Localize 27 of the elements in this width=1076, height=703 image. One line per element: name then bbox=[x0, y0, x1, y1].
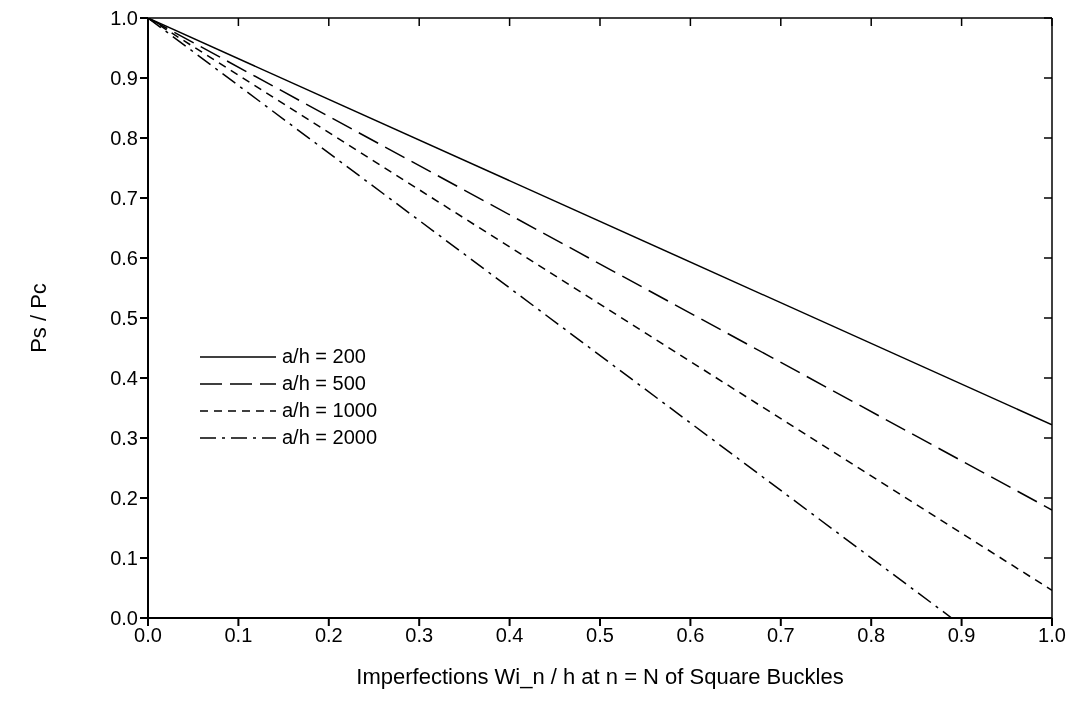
x-tick-label: 0.7 bbox=[766, 624, 795, 647]
x-tick-label: 0.0 bbox=[134, 624, 162, 647]
x-tick-label: 0.2 bbox=[314, 624, 343, 647]
x-tick-label: 0.1 bbox=[224, 624, 253, 647]
x-tick-label: 1.0 bbox=[1038, 624, 1066, 647]
y-tick-label: 0.5 bbox=[110, 307, 138, 330]
y-axis-title: Ps / Pc bbox=[25, 283, 51, 353]
legend-label: a/h = 1000 bbox=[282, 399, 378, 422]
x-tick-label: 0.5 bbox=[586, 624, 614, 647]
y-tick-label: 0.3 bbox=[110, 427, 138, 450]
y-tick-label: 1.0 bbox=[110, 7, 138, 30]
y-tick-label: 0.1 bbox=[110, 547, 138, 570]
legend-label: a/h = 200 bbox=[282, 345, 366, 368]
y-tick-label: 0.7 bbox=[110, 187, 138, 210]
y-tick-label: 0.4 bbox=[110, 367, 138, 390]
y-tick-label: 0.9 bbox=[110, 67, 138, 90]
x-axis-title: Imperfections Wi_n / h at n = N of Square Buckles bbox=[356, 664, 844, 689]
x-tick-label: 0.6 bbox=[676, 624, 705, 647]
x-tick-label: 0.3 bbox=[405, 624, 434, 647]
y-tick-label: 0.8 bbox=[110, 127, 138, 150]
x-tick-label: 0.8 bbox=[857, 624, 886, 647]
y-tick-label: 0.6 bbox=[110, 247, 138, 270]
y-tick-label: 0.2 bbox=[110, 487, 138, 510]
legend-label: a/h = 500 bbox=[282, 372, 366, 395]
x-tick-label: 0.9 bbox=[947, 624, 976, 647]
x-tick-label: 0.4 bbox=[495, 624, 524, 647]
legend-label: a/h = 2000 bbox=[282, 426, 378, 449]
